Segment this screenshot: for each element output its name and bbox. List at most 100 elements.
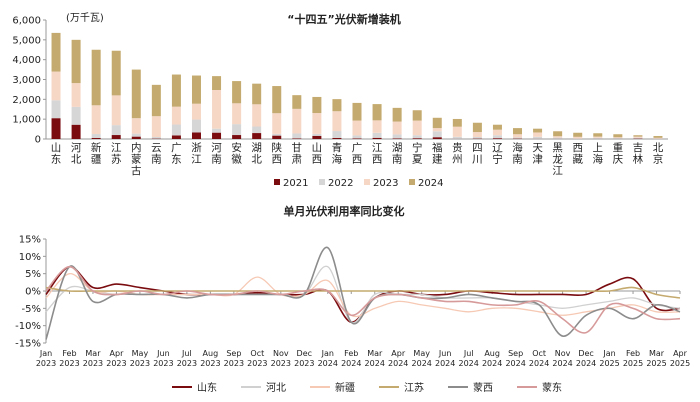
x-tick-label: 四 [472, 142, 483, 154]
line-蒙东 [45, 265, 681, 334]
x-tick-label-month: Jun [438, 349, 452, 358]
bar-2022 [553, 137, 563, 139]
bar-2024 [513, 128, 523, 135]
y-tick-label: 5,000 [12, 35, 41, 46]
chart-pv-utilization-yoy: 单月光伏利用率同比变化-15%-10%-5%0%5%10%15%Jan2023F… [15, 204, 690, 394]
bar-2022 [111, 125, 121, 136]
x-tick-label: 宁 [492, 153, 503, 166]
x-tick-label-month: Oct [532, 349, 546, 358]
bar-2021 [71, 124, 81, 139]
bar-2024 [272, 86, 282, 114]
x-tick-label: 肃 [292, 154, 303, 166]
bar-2023 [292, 108, 302, 134]
x-tick-label-year: 2023 [59, 359, 79, 368]
x-tick-label-year: 2024 [482, 359, 502, 368]
legend-swatch [364, 179, 370, 185]
x-tick-label-month: May [413, 349, 430, 358]
x-tick-label-year: 2023 [271, 359, 291, 368]
bar-2021 [372, 137, 382, 139]
x-tick-label: 云 [151, 142, 162, 154]
x-tick-label: 西 [352, 154, 363, 166]
x-tick-label-year: 2023 [200, 359, 220, 368]
bar-2023 [272, 113, 282, 134]
bar-2021 [492, 138, 502, 139]
bar-2024 [191, 75, 201, 104]
x-tick-label-month: Mar [85, 349, 101, 358]
bar-2023 [171, 106, 181, 125]
legend-label: 江苏 [404, 381, 424, 394]
bar-2023 [111, 95, 121, 126]
x-tick-label-month: Dec [578, 349, 593, 358]
x-tick-label: 京 [653, 153, 664, 166]
x-tick-label: 夏 [412, 154, 423, 166]
bar-2024 [653, 136, 663, 138]
y-tick-label: 5% [25, 269, 41, 280]
x-tick-label-year: 2023 [247, 359, 267, 368]
x-tick-label-month: Jul [181, 349, 192, 358]
bar-2021 [312, 135, 322, 139]
x-tick-label: 西 [271, 154, 282, 166]
bar-2024 [372, 104, 382, 121]
bar-2021 [91, 138, 101, 139]
legend-label: 2024 [418, 178, 443, 189]
bar-2023 [613, 137, 623, 139]
legend-label: 2021 [283, 178, 308, 189]
legend-label: 山东 [197, 381, 217, 394]
x-tick-label: 吉 [633, 142, 644, 154]
bar-2023 [553, 136, 563, 138]
bar-2024 [292, 95, 302, 109]
bar-2023 [232, 103, 242, 125]
bar-2023 [71, 83, 81, 107]
x-tick-label: 北 [71, 154, 82, 166]
y-tick-label: 15% [19, 235, 41, 246]
x-tick-label: 徽 [231, 153, 242, 166]
x-tick-label: 东 [171, 153, 182, 166]
x-tick-label: 福 [432, 141, 443, 154]
bar-2023 [252, 104, 262, 127]
y-tick-label: 4,000 [12, 55, 41, 66]
chart-title: 单月光伏利用率同比变化 [284, 204, 405, 218]
bar-2023 [452, 126, 462, 137]
y-tick-label: -10% [15, 321, 41, 332]
x-tick-label: 贵 [452, 141, 463, 154]
x-tick-label: 湖 [392, 142, 403, 154]
bar-2022 [212, 128, 222, 133]
x-tick-label: 龙 [552, 153, 563, 166]
bar-2023 [633, 136, 643, 138]
bar-2024 [432, 117, 442, 129]
bar-2024 [71, 39, 81, 84]
bar-2024 [171, 74, 181, 107]
x-tick-label-month: Sep [226, 349, 241, 358]
x-tick-label: 河 [211, 142, 222, 154]
bar-2021 [131, 136, 141, 139]
bar-2023 [131, 118, 141, 134]
legend-label: 蒙东 [542, 381, 562, 394]
x-tick-label-month: Jun [156, 349, 170, 358]
x-tick-label-year: 2025 [670, 359, 690, 368]
x-tick-label: 甘 [292, 141, 303, 154]
x-tick-label-year: 2025 [623, 359, 643, 368]
x-tick-label: 州 [452, 154, 463, 166]
legend-swatch [409, 179, 415, 185]
bar-2022 [533, 136, 543, 139]
bar-2023 [352, 120, 362, 136]
bar-2023 [533, 132, 543, 137]
y-tick-label: -5% [22, 304, 41, 315]
x-tick-label: 山 [312, 142, 323, 154]
bar-2024 [212, 76, 222, 91]
bar-2023 [51, 71, 61, 101]
bar-2022 [472, 137, 482, 139]
x-tick-label-year: 2023 [153, 359, 173, 368]
bar-2021 [111, 135, 121, 139]
x-tick-label: 辽 [492, 142, 503, 154]
bar-2024 [633, 135, 643, 137]
bar-2024 [131, 69, 141, 119]
bar-2022 [272, 133, 282, 136]
bar-2022 [51, 100, 61, 119]
x-tick-label: 川 [472, 154, 483, 166]
x-tick-label-year: 2025 [646, 359, 666, 368]
x-tick-label-year: 2024 [576, 359, 596, 368]
x-tick-label: 庆 [613, 153, 624, 166]
x-tick-label: 东 [51, 153, 62, 166]
x-tick-label: 黑 [552, 142, 563, 154]
